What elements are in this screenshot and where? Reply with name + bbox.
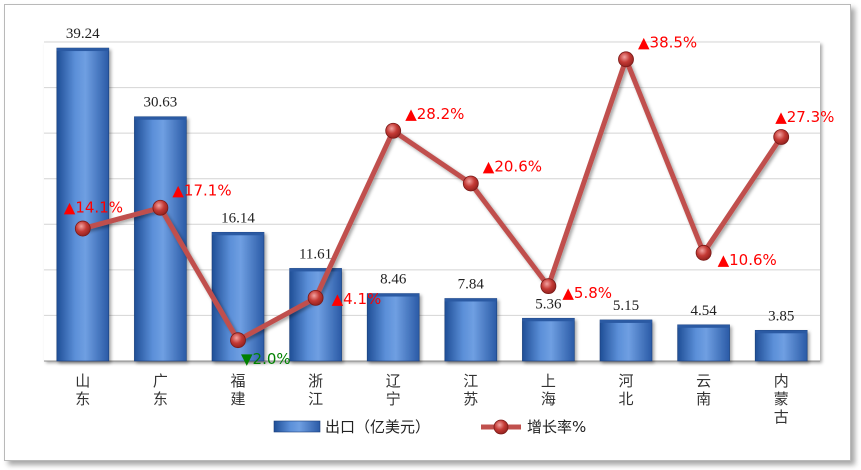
line-marker-上海 — [540, 278, 557, 295]
x-tick-label: 广东 — [153, 372, 168, 408]
growth-value-label: ▲17.1% — [172, 182, 231, 200]
bar-value-labels: 39.24 30.63 16.14 11.61 8.46 7.84 5.36 5.15 4.54… — [66, 26, 794, 324]
growth-value-label: ▲5.8% — [562, 284, 612, 302]
bar-top — [367, 293, 420, 297]
bar-top — [755, 330, 808, 334]
line-series — [74, 51, 790, 349]
line-marker-广东 — [152, 199, 169, 216]
line-marker-福建 — [230, 332, 246, 349]
bar-value-label: 16.14 — [221, 210, 255, 226]
x-tick-label: 云南 — [696, 372, 711, 408]
bar-内蒙古 — [754, 329, 808, 362]
growth-value-label: ▲38.5% — [638, 33, 697, 51]
bar-value-label: 11.61 — [299, 246, 332, 262]
growth-value-label: ▲4.1% — [332, 290, 382, 308]
line-marker-山东 — [74, 220, 91, 237]
bar-series — [56, 47, 808, 362]
bar-top — [677, 324, 730, 328]
bar-top — [600, 319, 652, 323]
bar-top — [56, 48, 109, 52]
x-tick-label: 内蒙古 — [774, 372, 789, 426]
legend-swatch-marker — [493, 419, 509, 435]
line-marker-浙江 — [307, 289, 324, 306]
x-tick-label: 江苏 — [463, 372, 478, 408]
bar-山东 — [56, 47, 110, 362]
x-tick-label: 辽宁 — [386, 372, 401, 408]
line-marker-内蒙古 — [773, 129, 790, 145]
bar-江苏 — [444, 298, 498, 362]
growth-value-label: ▲10.6% — [718, 251, 777, 269]
x-tick-label: 福建 — [230, 372, 245, 408]
line-marker-河北 — [618, 51, 634, 68]
x-tick-label: 河北 — [618, 372, 633, 408]
growth-rate-line — [82, 56, 784, 343]
bar-value-label: 3.85 — [768, 308, 794, 324]
line-marker-江苏 — [462, 175, 479, 192]
bar-top — [522, 318, 575, 322]
bar-value-label: 7.84 — [458, 276, 485, 292]
growth-value-label: ▼2.0% — [241, 350, 291, 368]
legend-item-growth: 增长率% — [481, 418, 586, 436]
legend: 出口（亿美元） 增长率% — [273, 418, 586, 436]
line-value-labels: ▲14.1% ▲17.1% ▼2.0% ▲4.1% ▲28.2% ▲20.6% ▲5.8% ▲… — [64, 33, 835, 368]
bar-top — [289, 268, 342, 272]
legend-label-growth: 增长率% — [527, 418, 586, 436]
line-marker-辽宁 — [385, 122, 402, 139]
bar-value-label: 8.46 — [380, 272, 407, 288]
bar-top — [444, 298, 497, 302]
bar-top — [212, 232, 264, 236]
x-tick-label: 山东 — [75, 372, 90, 408]
combo-chart: 39.24 30.63 16.14 11.61 8.46 7.84 5.36 5.15 4.54… — [44, 26, 835, 436]
line-marker-云南 — [695, 244, 712, 261]
x-axis-tick-labels: 山东 广东 福建 浙江 辽宁 江苏 上海 河北 云南 内蒙古 — [75, 372, 788, 426]
chart-frame: 39.24 30.63 16.14 11.61 8.46 7.84 5.36 5.15 4.54… — [4, 4, 851, 461]
x-tick-label: 浙江 — [308, 372, 323, 408]
bar-top — [134, 116, 187, 120]
growth-value-label: ▲27.3% — [775, 108, 834, 126]
bar-value-label: 5.36 — [535, 296, 562, 312]
bar-value-label: 4.54 — [690, 303, 717, 319]
growth-value-label: ▲20.6% — [483, 157, 542, 175]
legend-item-exports: 出口（亿美元） — [273, 418, 430, 436]
bar-浙江 — [289, 268, 342, 362]
bar-河北 — [599, 319, 653, 362]
legend-swatch-bar — [273, 420, 321, 433]
bar-福建 — [211, 231, 265, 362]
bar-value-label: 5.15 — [613, 298, 639, 314]
x-tick-label: 上海 — [541, 372, 556, 408]
bar-value-label: 39.24 — [66, 26, 100, 42]
growth-value-label: ▲14.1% — [64, 199, 123, 217]
bar-value-label: 30.63 — [144, 95, 178, 111]
growth-value-label: ▲28.2% — [405, 105, 464, 123]
legend-label-exports: 出口（亿美元） — [325, 418, 430, 436]
bar-上海 — [522, 317, 575, 362]
bar-云南 — [677, 324, 730, 362]
